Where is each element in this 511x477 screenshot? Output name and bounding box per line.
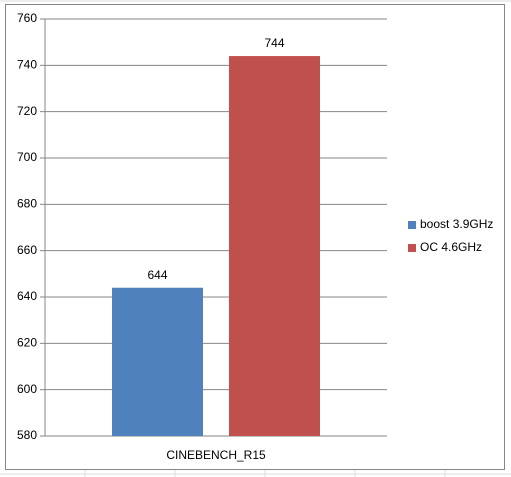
x-tick-label: CINEBENCH_R15 <box>166 448 266 462</box>
y-tick-label: 700 <box>17 150 37 164</box>
legend-swatch <box>408 221 416 229</box>
legend-swatch <box>408 244 416 252</box>
y-tick-label: 720 <box>17 104 37 118</box>
value-label: 744 <box>264 36 284 50</box>
value-label: 644 <box>147 268 167 282</box>
y-tick-label: 600 <box>17 382 37 396</box>
bar <box>229 56 320 437</box>
y-tick-label: 740 <box>17 58 37 72</box>
y-tick-label: 760 <box>17 11 37 25</box>
bar <box>112 287 203 436</box>
legend-label: OC 4.6GHz <box>420 240 482 254</box>
y-tick-label: 660 <box>17 243 37 257</box>
y-tick-label: 580 <box>17 428 37 442</box>
legend-label: boost 3.9GHz <box>420 217 493 231</box>
y-tick-label: 680 <box>17 197 37 211</box>
y-tick-label: 620 <box>17 336 37 350</box>
y-tick-label: 640 <box>17 289 37 303</box>
